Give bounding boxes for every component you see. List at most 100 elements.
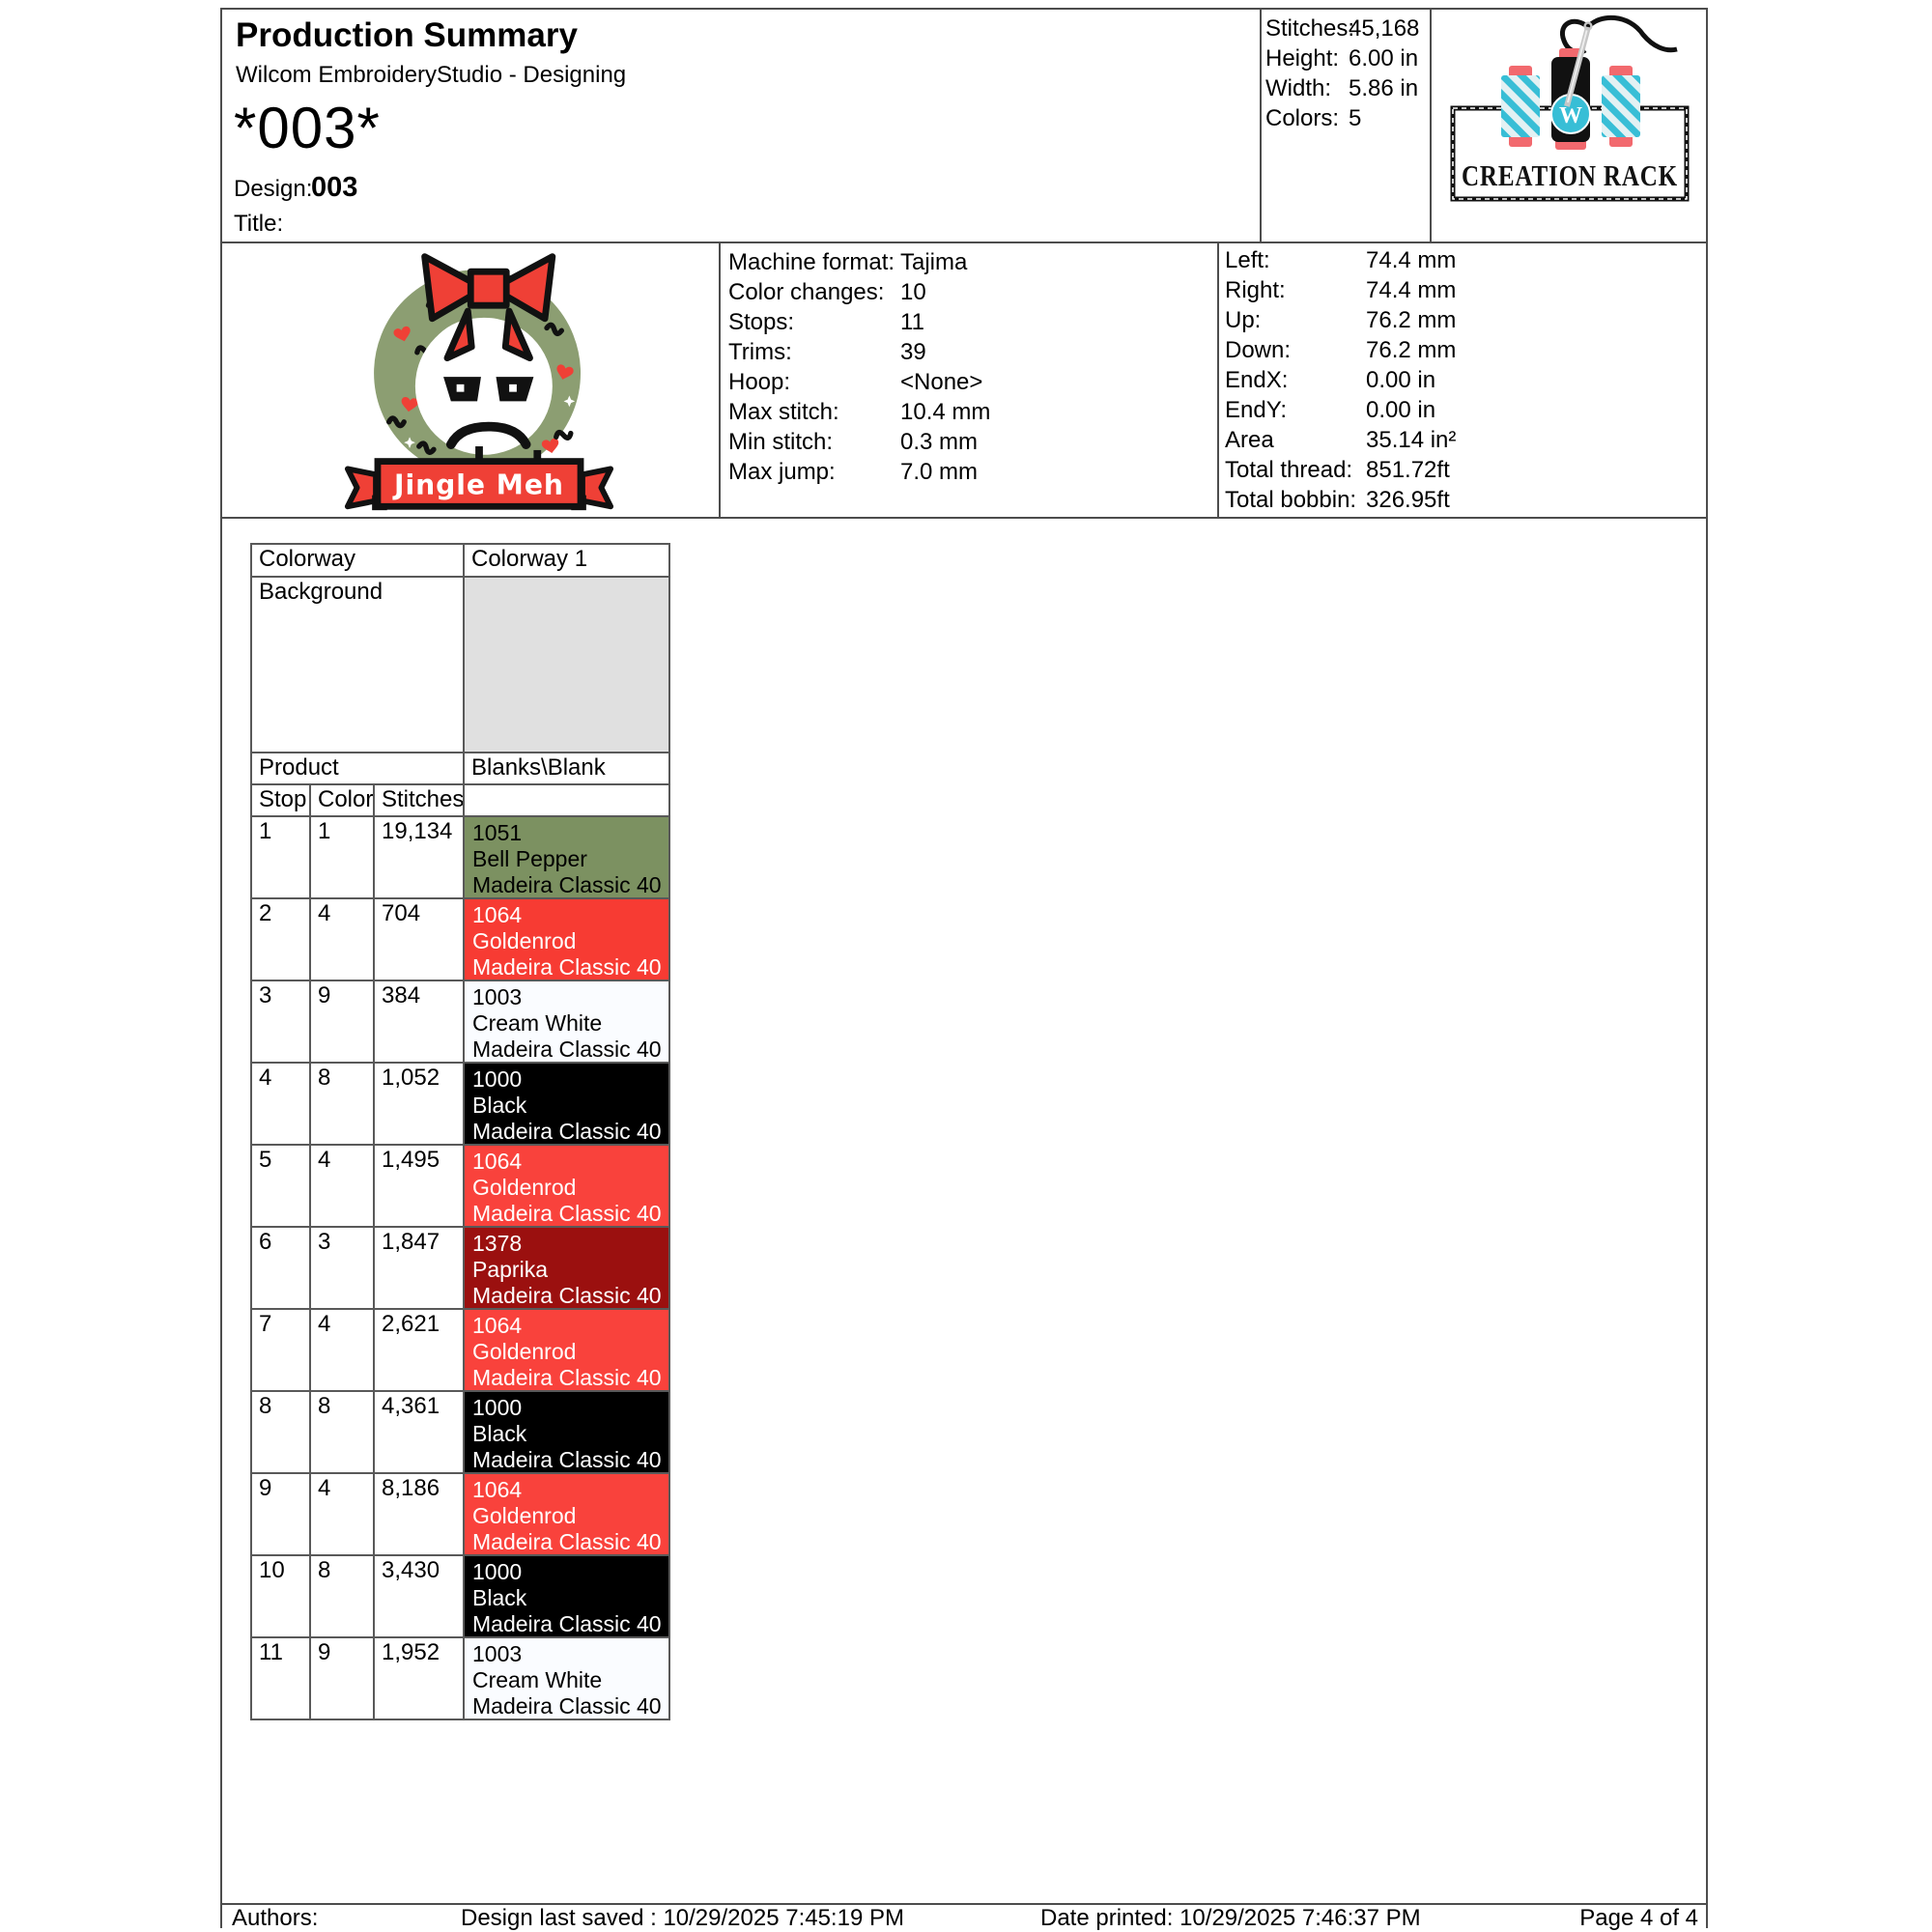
grumpy-face [443, 377, 534, 449]
extent-value: 851.72ft [1366, 457, 1450, 483]
extent-row: EndX: 0.00 in [1225, 365, 1456, 395]
thread-chip: 1000 Black Madeira Classic 40 [465, 1556, 670, 1638]
divider [719, 242, 721, 517]
divider [1260, 10, 1262, 242]
document-page: Production Summary Wilcom EmbroideryStud… [220, 8, 1708, 1930]
thread-name: Goldenrod [472, 1503, 577, 1528]
thread-name: Goldenrod [472, 1339, 577, 1364]
machine-row: Hoop: <None> [728, 367, 990, 397]
extent-label: Right: [1225, 277, 1286, 303]
extent-label: Total bobbin: [1225, 487, 1357, 513]
stitches-cell: 4,361 [375, 1392, 465, 1474]
design-code: *003* [234, 96, 381, 160]
extent-label: Up: [1225, 307, 1262, 333]
machine-label: Min stitch: [728, 429, 834, 455]
color-cell: 8 [311, 1556, 375, 1638]
extent-value: 326.95ft [1366, 487, 1450, 513]
color-cell: 4 [311, 1474, 375, 1556]
needle-icon [1564, 21, 1593, 107]
stat-label: Width: [1265, 75, 1332, 101]
thread-chip: 1051 Bell Pepper Madeira Classic 40 [465, 817, 670, 899]
stop-cell: 2 [252, 899, 311, 981]
stat-value: 6.00 in [1349, 45, 1419, 71]
thread-chip: 1064 Goldenrod Madeira Classic 40 [465, 1474, 670, 1556]
extent-value: 35.14 in² [1366, 427, 1457, 453]
stitches-cell: 19,134 [375, 817, 465, 899]
product-row: Product Blanks\Blank [252, 753, 670, 785]
design-preview-image: Jingle Meh [344, 253, 614, 511]
stat-value: 5 [1349, 105, 1362, 131]
thread-chip: 1064 Goldenrod Madeira Classic 40 [465, 1146, 670, 1228]
emblem-letter: W [1559, 103, 1582, 128]
stitches-cell: 1,952 [375, 1638, 465, 1720]
extent-value: 76.2 mm [1366, 307, 1457, 333]
thread-brand: Madeira Classic 40 [472, 954, 662, 980]
table-row: 10 8 3,430 1000 Black Madeira Classic 40 [252, 1556, 670, 1638]
machine-panel: Machine format: Tajima Color changes: 10 S… [728, 247, 990, 487]
background-label: Background [252, 578, 465, 753]
stat-row: Colors: 5 [1265, 103, 1419, 133]
creation-rack-logo: W CREATION RACK [1450, 14, 1690, 202]
title-label: Title: [234, 211, 284, 237]
table-row: 4 8 1,052 1000 Black Madeira Classic 40 [252, 1064, 670, 1146]
stat-label: Height: [1265, 45, 1340, 71]
stat-value: 45,168 [1349, 15, 1420, 42]
thread-chip: 1003 Cream White Madeira Classic 40 [465, 981, 670, 1064]
page-title: Production Summary [236, 16, 578, 54]
table-row: 6 3 1,847 1378 Paprika Madeira Classic 4… [252, 1228, 670, 1310]
extent-value: 0.00 in [1366, 367, 1436, 393]
thread-name: Cream White [472, 1010, 603, 1036]
stitches-cell: 3,430 [375, 1556, 465, 1638]
banner-stem [475, 446, 483, 466]
thread-chip: 1064 Goldenrod Madeira Classic 40 [465, 1310, 670, 1392]
stop-cell: 6 [252, 1228, 311, 1310]
thread-chip: 1378 Paprika Madeira Classic 40 [465, 1228, 670, 1310]
thread-code: 1064 [472, 1313, 523, 1338]
machine-row: Max stitch: 10.4 mm [728, 397, 990, 427]
banner-text: Jingle Meh [392, 469, 564, 501]
product-value: Blanks\Blank [465, 753, 670, 785]
color-cell: 4 [311, 1310, 375, 1392]
thread-code: 1000 [472, 1066, 523, 1092]
stop-cell: 10 [252, 1556, 311, 1638]
footer-bar: Authors: Design last saved : 10/29/2025 … [222, 1903, 1706, 1930]
stitches-cell: 2,621 [375, 1310, 465, 1392]
stat-row: Stitches: 45,168 [1265, 14, 1419, 43]
table-row: 7 4 2,621 1064 Goldenrod Madeira Classic… [252, 1310, 670, 1392]
machine-label: Trims: [728, 339, 792, 365]
thread-brand: Madeira Classic 40 [472, 1201, 662, 1226]
thread-brand: Madeira Classic 40 [472, 1365, 662, 1390]
machine-label: Max stitch: [728, 399, 839, 425]
stitches-cell: 8,186 [375, 1474, 465, 1556]
page-number: Page 4 of 4 [1579, 1905, 1698, 1931]
colorway-value: Colorway 1 [465, 545, 670, 578]
background-swatch [465, 578, 670, 753]
col-stop: Stop [252, 785, 311, 817]
thread-name: Goldenrod [472, 928, 577, 953]
machine-row: Trims: 39 [728, 337, 990, 367]
extents-panel: Left: 74.4 mm Right: 74.4 mm Up: 76.2 mm Do… [1225, 245, 1456, 515]
extent-label: Left: [1225, 247, 1270, 273]
stitches-cell: 1,847 [375, 1228, 465, 1310]
stat-row: Width: 5.86 in [1265, 73, 1419, 103]
thread-name: Cream White [472, 1667, 603, 1692]
divider [222, 242, 1706, 243]
extent-value: 74.4 mm [1366, 277, 1457, 303]
color-cell: 8 [311, 1392, 375, 1474]
table-row: 3 9 384 1003 Cream White Madeira Classic… [252, 981, 670, 1064]
machine-value: 11 [900, 309, 924, 335]
thread-chip: 1064 Goldenrod Madeira Classic 40 [465, 899, 670, 981]
divider [1430, 10, 1432, 242]
design-label: Design: [234, 176, 313, 202]
machine-label: Machine format: [728, 249, 895, 275]
stop-cell: 11 [252, 1638, 311, 1720]
thread-code: 1064 [472, 1477, 523, 1502]
color-cell: 9 [311, 1638, 375, 1720]
stitches-cell: 704 [375, 899, 465, 981]
divider [222, 517, 1706, 519]
extent-label: Area [1225, 427, 1274, 453]
thread-brand: Madeira Classic 40 [472, 1447, 662, 1472]
extent-value: 74.4 mm [1366, 247, 1457, 273]
thread-code: 1378 [472, 1231, 523, 1256]
date-printed: Date printed: 10/29/2025 7:46:37 PM [1040, 1905, 1421, 1931]
